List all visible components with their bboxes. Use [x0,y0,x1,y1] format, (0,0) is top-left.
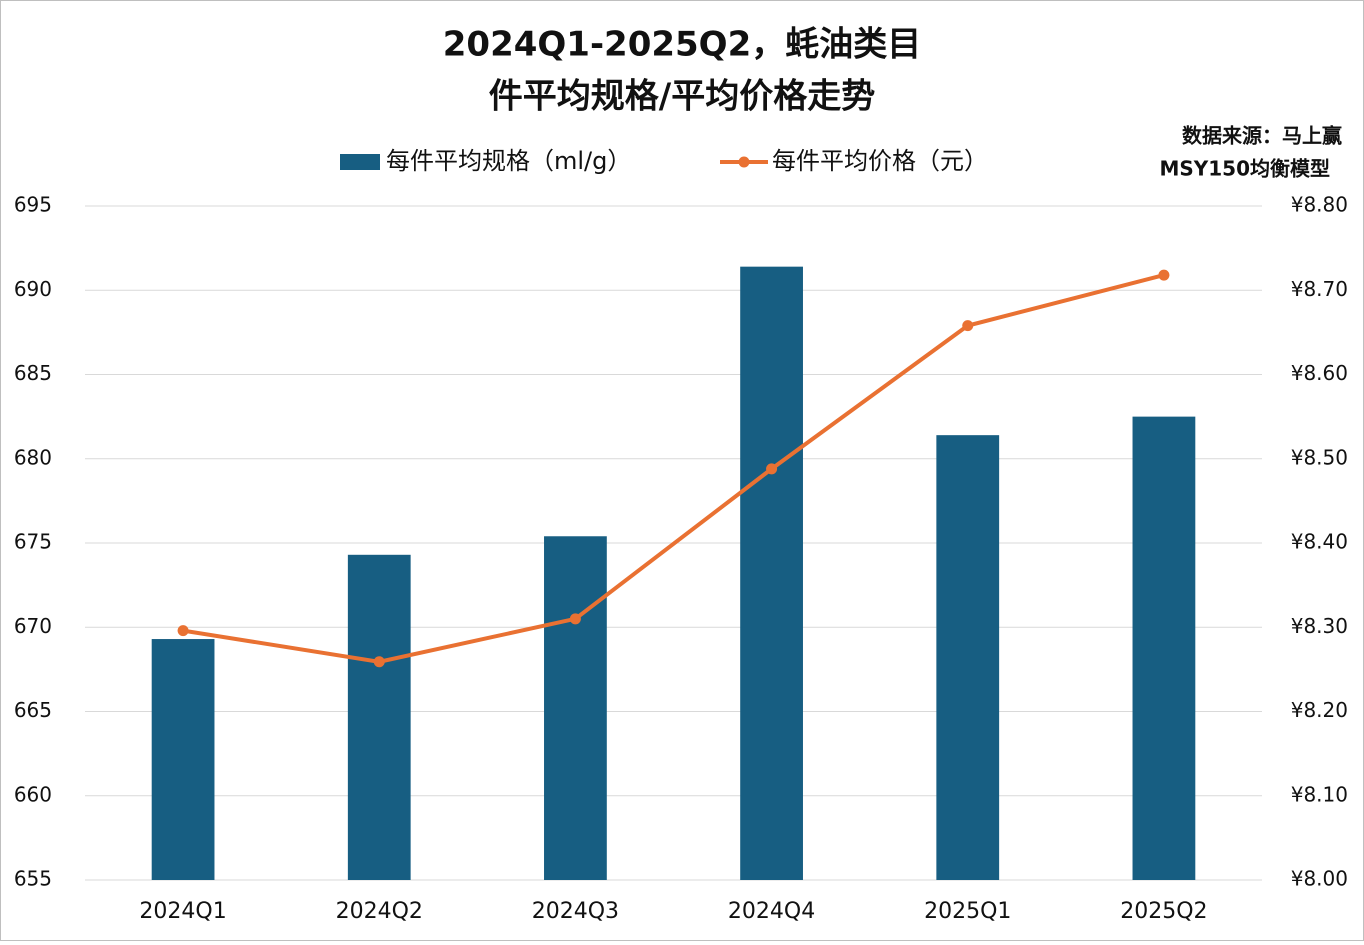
x-tick-label: 2025Q2 [1120,899,1207,924]
y2-tick-label: ¥8.60 [1291,361,1348,385]
y2-tick-label: ¥8.00 [1291,867,1348,891]
y-tick-label: 660 [14,782,52,806]
line-marker [962,320,974,332]
y2-tick-label: ¥8.50 [1291,445,1348,469]
legend-swatch [738,156,750,168]
y-tick-label: 675 [14,530,52,554]
source-note: 数据来源：马上赢 [1182,124,1342,148]
y2-tick-label: ¥8.20 [1291,698,1348,722]
legend-swatch [340,154,380,170]
bar [347,554,411,880]
y-tick-label: 690 [14,277,52,301]
y2-tick-label: ¥8.10 [1291,782,1348,806]
line-marker [177,625,189,637]
y-tick-label: 695 [14,193,52,217]
chart-title: 2024Q1-2025Q2，蚝油类目 [443,25,922,65]
bar [740,266,803,880]
y-tick-label: 670 [14,614,52,638]
legend-label: 每件平均规格（ml/g） [386,147,631,175]
y-tick-label: 655 [14,867,52,891]
line [182,273,1165,664]
y-tick-label: 680 [14,445,52,469]
y-tick-label: 685 [14,361,52,385]
x-tick-label: 2024Q4 [728,899,815,924]
source-note: MSY150均衡模型 [1159,157,1330,181]
line-marker [766,463,778,475]
x-tick-label: 2025Q1 [924,899,1011,924]
line-marker [373,656,385,668]
bar [544,536,607,880]
bar [936,435,1000,880]
y2-tick-label: ¥8.70 [1291,277,1348,301]
bar [1132,416,1196,880]
y2-tick-label: ¥8.30 [1291,614,1348,638]
y-tick-label: 665 [14,698,52,722]
y2-tick-label: ¥8.40 [1291,530,1348,554]
bar [151,639,215,880]
x-tick-label: 2024Q2 [336,899,423,924]
line-marker [1158,269,1170,281]
x-tick-label: 2024Q3 [532,899,619,924]
line-marker [569,613,581,625]
chart-title: 件平均规格/平均价格走势 [489,77,875,117]
legend-label: 每件平均价格（元） [772,147,988,175]
x-tick-label: 2024Q1 [139,899,226,924]
y2-tick-label: ¥8.80 [1291,193,1348,217]
